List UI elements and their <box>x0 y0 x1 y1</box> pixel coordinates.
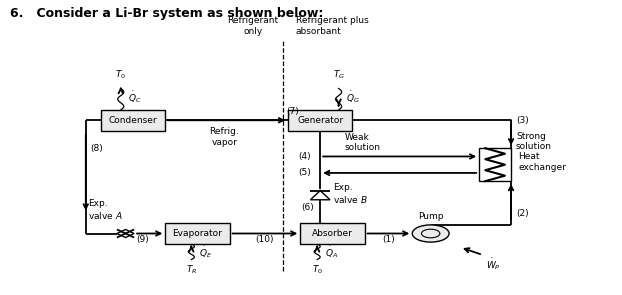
FancyBboxPatch shape <box>288 110 353 131</box>
Text: Weak
solution: Weak solution <box>345 133 381 152</box>
Text: Exp.
valve $B$: Exp. valve $B$ <box>333 183 368 205</box>
Text: $\dot{Q}_E$: $\dot{Q}_E$ <box>198 245 212 260</box>
Text: (8): (8) <box>91 145 103 153</box>
Text: 6.   Consider a Li-Br system as shown below:: 6. Consider a Li-Br system as shown belo… <box>11 7 323 20</box>
Text: (4): (4) <box>299 152 311 161</box>
Text: (2): (2) <box>516 209 529 218</box>
Text: $T_G$: $T_G$ <box>333 69 345 81</box>
Text: Generator: Generator <box>297 116 343 125</box>
Text: (5): (5) <box>299 168 311 177</box>
Text: (1): (1) <box>382 235 395 244</box>
FancyBboxPatch shape <box>300 223 364 244</box>
Text: Strong
solution: Strong solution <box>516 132 552 151</box>
Text: Absorber: Absorber <box>312 229 353 238</box>
Text: $\dot{Q}_A$: $\dot{Q}_A$ <box>325 245 338 260</box>
Text: Refrigerant
only: Refrigerant only <box>227 16 278 36</box>
Text: $\dot{Q}_G$: $\dot{Q}_G$ <box>346 89 360 105</box>
FancyBboxPatch shape <box>165 223 230 244</box>
Text: $\dot{Q}_C$: $\dot{Q}_C$ <box>128 89 142 105</box>
FancyBboxPatch shape <box>101 110 165 131</box>
Text: (9): (9) <box>137 235 149 244</box>
Text: (7): (7) <box>287 107 299 116</box>
Text: Refrigerant plus
absorbant: Refrigerant plus absorbant <box>295 16 368 36</box>
Text: $T_0$: $T_0$ <box>115 69 126 81</box>
Text: Pump: Pump <box>418 212 443 222</box>
Text: Exp.
valve $A$: Exp. valve $A$ <box>88 199 123 221</box>
Text: $\dot{W}_P$: $\dot{W}_P$ <box>486 256 501 272</box>
Text: Condenser: Condenser <box>109 116 157 125</box>
Text: Refrig.
vapor: Refrig. vapor <box>210 127 239 147</box>
Text: $T_0$: $T_0$ <box>312 263 323 276</box>
Text: $T_R$: $T_R$ <box>186 263 197 276</box>
Text: (6): (6) <box>301 203 314 212</box>
Circle shape <box>412 225 449 242</box>
Text: (3): (3) <box>516 116 529 125</box>
Text: Heat
exchanger: Heat exchanger <box>518 152 566 171</box>
Text: Evaporator: Evaporator <box>172 229 223 238</box>
Text: (10): (10) <box>256 235 274 244</box>
